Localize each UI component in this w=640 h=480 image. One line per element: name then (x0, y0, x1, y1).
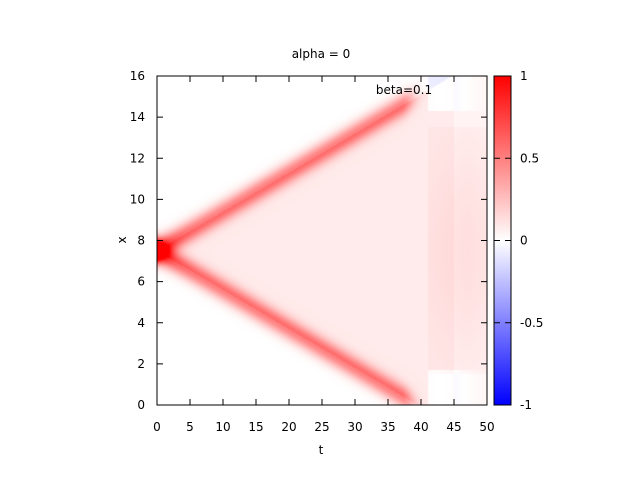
colorbar-tick-label: 1 (520, 69, 528, 83)
y-axis: 0 2 4 6 8 10 12 14 16 (130, 69, 487, 412)
x-tick-label: 15 (248, 420, 263, 434)
beta-annotation: beta=0.1 (376, 83, 432, 97)
heatmap (157, 76, 487, 405)
y-tick-label: 8 (137, 234, 145, 248)
y-tick-label: 2 (137, 357, 145, 371)
colorbar-tick-label: 0.5 (520, 151, 539, 165)
x-tick-label: 25 (314, 420, 329, 434)
y-tick-label: 14 (130, 110, 145, 124)
x-axis-label: t (319, 443, 324, 457)
y-axis-label: x (115, 236, 129, 243)
colorbar-tick-label: -0.5 (520, 316, 543, 330)
x-tick-label: 20 (281, 420, 296, 434)
heatmap-field (157, 76, 487, 405)
y-tick-label: 16 (130, 69, 145, 83)
x-axis: 0 5 10 15 20 25 30 35 40 45 50 (153, 76, 495, 434)
x-tick-label: 5 (186, 420, 194, 434)
x-tick-label: 30 (347, 420, 362, 434)
x-tick-label: 0 (153, 420, 161, 434)
y-tick-label: 12 (130, 151, 145, 165)
chart-title: alpha = 0 (292, 47, 351, 61)
colorbar-tick-label: 0 (520, 234, 528, 248)
colorbar-ticks: 1 0.5 0 -0.5 -1 (494, 69, 543, 412)
y-tick-label: 0 (137, 398, 145, 412)
y-tick-label: 4 (137, 316, 145, 330)
x-tick-label: 50 (479, 420, 494, 434)
x-tick-label: 10 (215, 420, 230, 434)
x-tick-label: 40 (413, 420, 428, 434)
y-tick-label: 6 (137, 275, 145, 289)
x-tick-label: 45 (446, 420, 461, 434)
y-tick-label: 10 (130, 192, 145, 206)
colorbar-tick-label: -1 (520, 398, 532, 412)
x-tick-label: 35 (380, 420, 395, 434)
